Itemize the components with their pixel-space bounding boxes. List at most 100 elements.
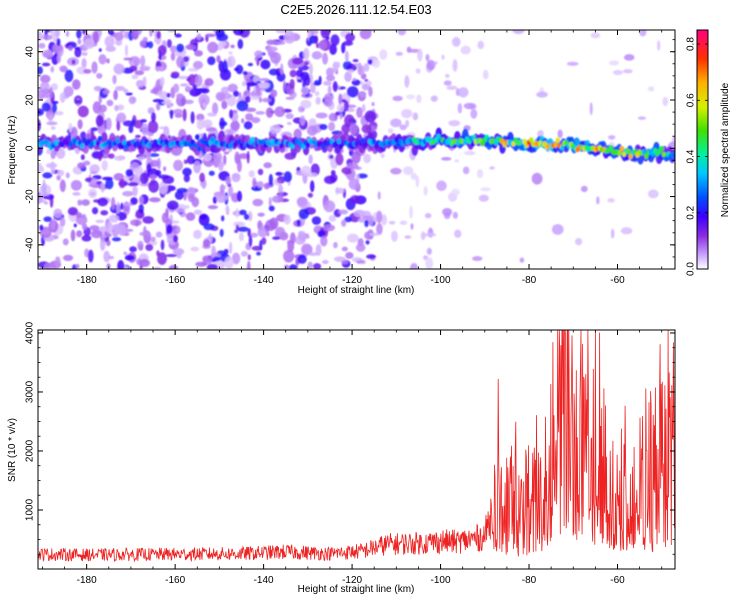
band-core [290, 143, 295, 150]
noise-blob [328, 112, 338, 122]
noise-blob [97, 197, 109, 207]
noise-blob [174, 113, 183, 118]
snr-x-label: Height of straight line (km) [298, 584, 415, 595]
noise-blob [254, 56, 258, 62]
noise-blob [289, 69, 297, 78]
noise-blob [355, 243, 366, 252]
noise-blob [62, 254, 74, 262]
noise-blob [344, 71, 352, 83]
noise-blob [399, 124, 407, 131]
colorbar-tick-label: 0.8 [686, 37, 697, 51]
noise-blob [133, 168, 143, 175]
noise-blob [566, 61, 579, 66]
noise-blob [203, 223, 215, 231]
snr-frame [37, 329, 676, 570]
noise-blob [138, 203, 144, 214]
noise-blob [198, 213, 210, 226]
noise-blob [149, 30, 153, 37]
noise-blob [67, 206, 78, 216]
noise-blob [372, 59, 381, 69]
noise-blob [44, 201, 49, 205]
band-core [336, 138, 342, 145]
noise-blob [613, 69, 623, 76]
noise-blob [142, 216, 154, 224]
noise-blob [124, 254, 135, 261]
noise-blob [224, 195, 229, 200]
noise-blob [207, 112, 217, 117]
noise-blob [41, 102, 51, 112]
noise-blob [97, 151, 103, 162]
noise-blob [124, 44, 129, 57]
noise-blob [160, 239, 165, 251]
chart-title: C2E5.2026.111.12.54.E03 [280, 2, 431, 17]
noise-blob [662, 96, 669, 107]
noise-blob [225, 204, 230, 214]
noise-blob [140, 119, 148, 123]
noise-blob [347, 233, 359, 243]
noise-blob [341, 246, 348, 252]
noise-blob [249, 232, 259, 238]
noise-blob [332, 81, 338, 92]
x-tick-label: -80 [522, 275, 537, 286]
noise-blob [241, 118, 245, 124]
noise-blob [43, 216, 52, 222]
noise-blob [315, 96, 321, 105]
noise-blob [274, 226, 286, 240]
noise-blob [480, 187, 491, 192]
noise-blob [512, 30, 525, 35]
noise-blob [482, 69, 489, 80]
noise-blob [174, 190, 184, 200]
noise-blob [74, 47, 82, 58]
band-core [471, 134, 476, 141]
noise-blob [204, 33, 217, 38]
noise-blob [218, 60, 224, 73]
noise-blob [441, 54, 445, 60]
noise-blob [224, 256, 234, 269]
noise-blob [254, 50, 263, 58]
noise-blob [123, 265, 129, 269]
noise-blob [50, 149, 56, 160]
y-tick-label: 40 [25, 46, 36, 58]
noise-blob [338, 209, 349, 215]
noise-blob [43, 88, 48, 93]
noise-blob [81, 199, 90, 206]
band-core [559, 144, 565, 151]
noise-blob [192, 60, 204, 70]
noise-blob [242, 71, 248, 76]
noise-blob [388, 221, 396, 225]
noise-blob [190, 246, 200, 252]
noise-blob [258, 81, 270, 89]
noise-blob [128, 124, 134, 134]
noise-blob [322, 52, 329, 65]
noise-blob [166, 224, 173, 235]
noise-blob [81, 223, 88, 231]
noise-blob [442, 208, 453, 217]
noise-blob [257, 212, 265, 217]
noise-blob [173, 159, 184, 171]
noise-blob [408, 48, 421, 53]
noise-blob [215, 91, 226, 101]
noise-blob [300, 99, 312, 109]
noise-blob [123, 57, 133, 61]
noise-blob [50, 126, 56, 130]
noise-blob [276, 72, 286, 82]
band-core [197, 146, 202, 152]
noise-blob [457, 103, 463, 114]
noise-blob [50, 66, 55, 73]
noise-blob [247, 211, 253, 222]
noise-blob [127, 182, 139, 187]
noise-blob [199, 172, 206, 183]
noise-blob [108, 153, 115, 159]
noise-blob [341, 42, 346, 54]
noise-blob [70, 179, 82, 191]
noise-blob [65, 172, 70, 179]
noise-blob [106, 263, 111, 269]
noise-blob [283, 249, 295, 263]
noise-blob [410, 172, 417, 180]
noise-blob [54, 256, 61, 269]
noise-blob [351, 256, 363, 263]
noise-blob [329, 43, 337, 55]
x-tick-label: -60 [610, 275, 625, 286]
noise-blob [237, 226, 249, 232]
noise-blob [104, 35, 115, 48]
